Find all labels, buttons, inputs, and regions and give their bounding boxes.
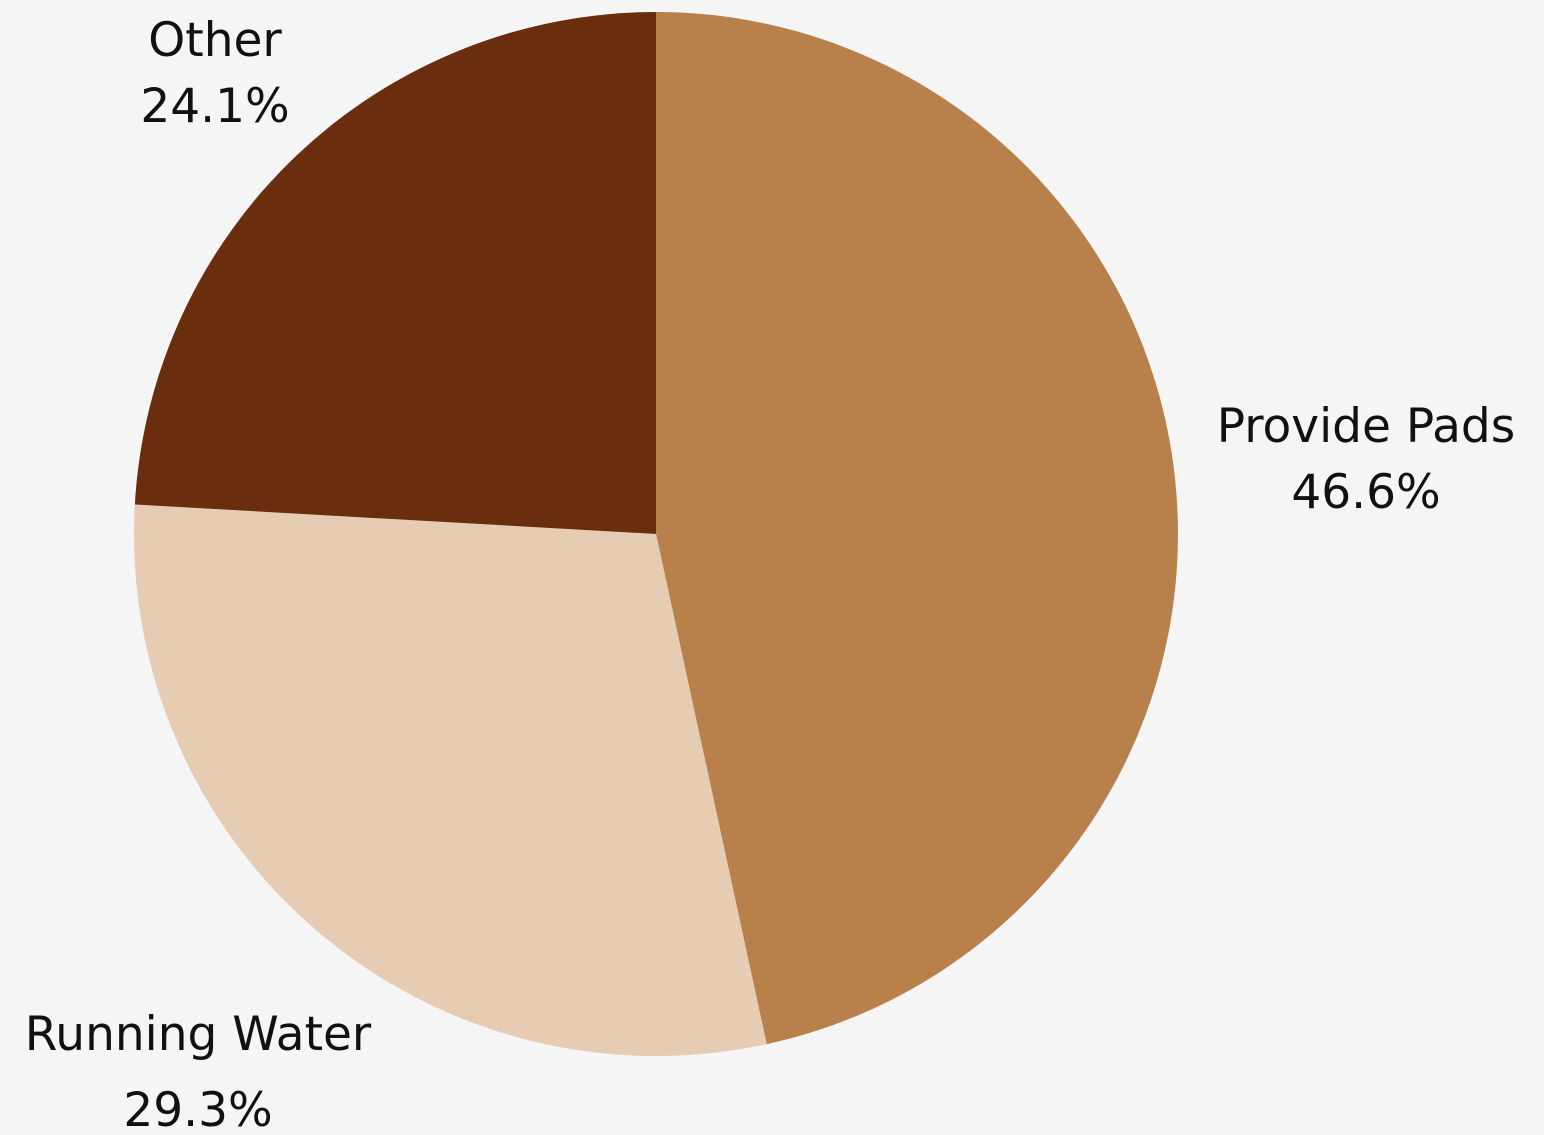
pie-slice-running-water [133, 504, 767, 1056]
pie-slices [133, 12, 1178, 1056]
pie-slice-provide-pads [656, 12, 1178, 1045]
pie-labels: Provide Pads 46.6% Running Water 29.3% Other… [25, 13, 1515, 1135]
slice-value-running-water: 29.3% [123, 1083, 272, 1135]
slice-name-provide-pads: Provide Pads [1217, 399, 1515, 454]
pie-slice-other [134, 12, 656, 534]
slice-value-other: 24.1% [140, 79, 289, 134]
slice-name-running-water: Running Water [25, 1007, 372, 1062]
slice-value-provide-pads: 46.6% [1291, 465, 1440, 520]
slice-name-other: Other [148, 13, 282, 68]
